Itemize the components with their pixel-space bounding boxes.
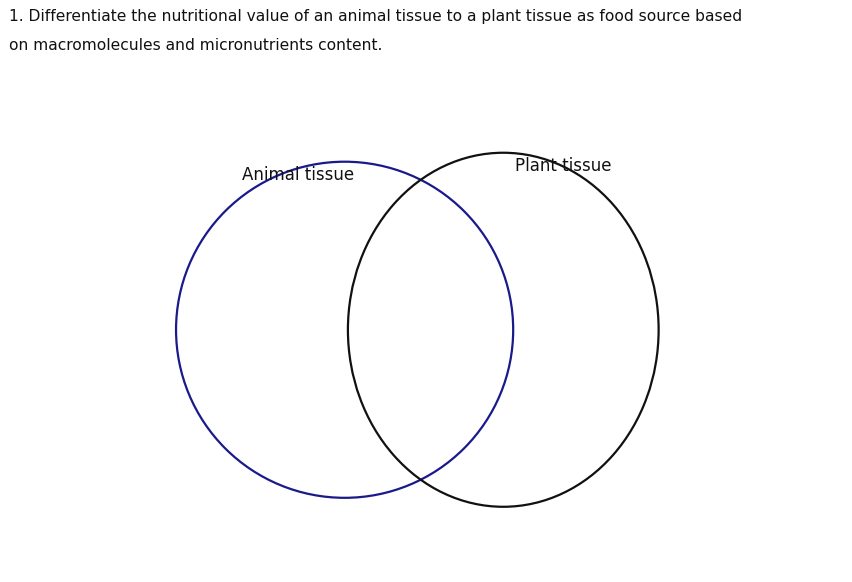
Text: Animal tissue: Animal tissue (242, 166, 354, 184)
Text: on macromolecules and micronutrients content.: on macromolecules and micronutrients con… (9, 38, 382, 53)
Text: 1. Differentiate the nutritional value of an animal tissue to a plant tissue as : 1. Differentiate the nutritional value o… (9, 9, 740, 24)
Text: Plant tissue: Plant tissue (514, 157, 610, 175)
